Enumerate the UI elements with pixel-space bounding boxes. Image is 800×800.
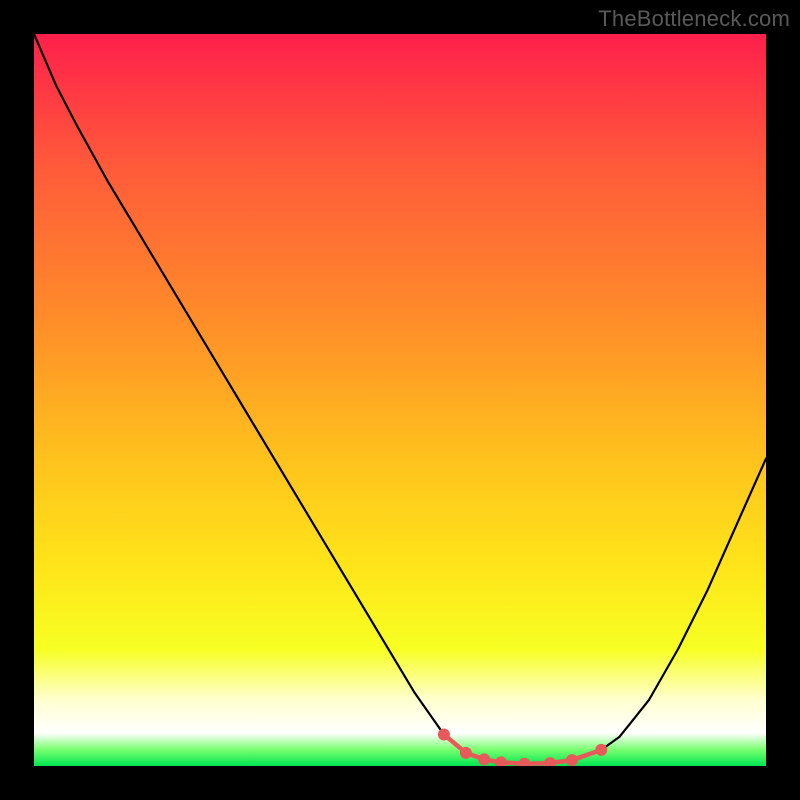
bottleneck-curve	[34, 34, 766, 764]
marker-dot	[518, 758, 530, 766]
frame-bottom	[0, 766, 800, 800]
marker-dot	[495, 756, 507, 766]
marker-dot	[478, 753, 490, 765]
marker-dot	[544, 757, 556, 766]
frame-right	[766, 0, 800, 800]
chart-container: TheBottleneck.com	[0, 0, 800, 800]
curve-svg	[34, 34, 766, 766]
marker-dot	[595, 744, 607, 756]
marker-dot	[566, 754, 578, 766]
frame-left	[0, 0, 34, 800]
watermark-label: TheBottleneck.com	[598, 6, 790, 32]
marker-dot	[460, 747, 472, 759]
marker-dot	[438, 729, 450, 741]
plot-area	[34, 34, 766, 766]
